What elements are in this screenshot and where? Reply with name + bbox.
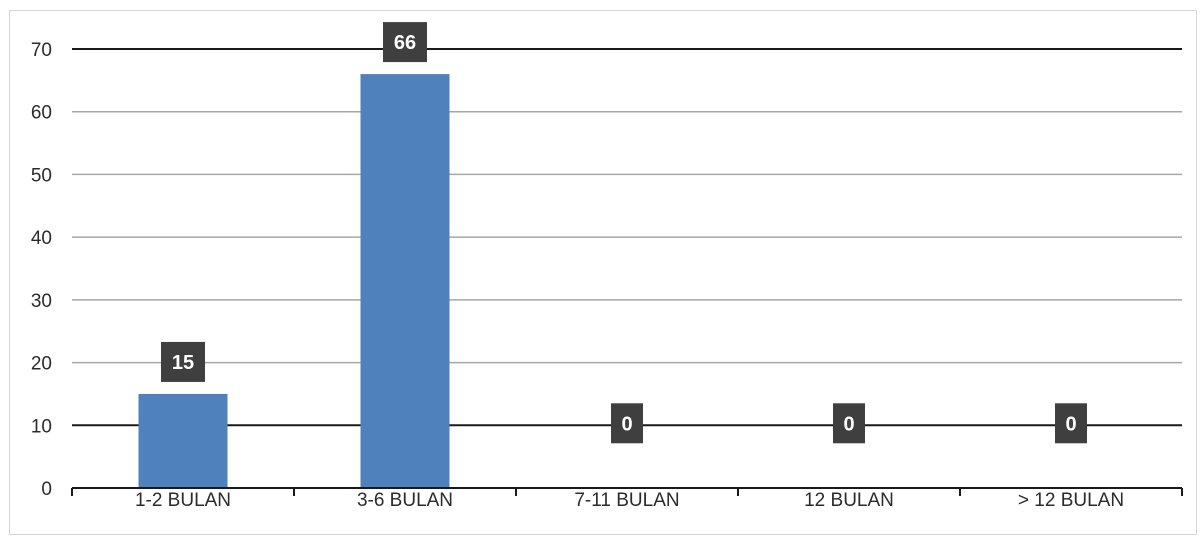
bar-1-2 BULAN xyxy=(138,393,228,488)
data-label-text: 66 xyxy=(394,32,416,54)
data-label-text: 15 xyxy=(172,352,194,374)
y-tick-label: 30 xyxy=(31,291,52,312)
data-label: 0 xyxy=(611,403,643,444)
x-tick-label: 12 BULAN xyxy=(804,490,894,511)
x-tick-label: > 12 BULAN xyxy=(1018,490,1124,511)
data-label-text: 0 xyxy=(843,413,854,435)
data-label-box xyxy=(833,403,865,444)
data-label-box xyxy=(383,22,427,63)
data-label-text: 0 xyxy=(621,413,632,435)
data-label-box xyxy=(161,341,205,382)
y-tick-label: 60 xyxy=(31,103,52,124)
data-label-box xyxy=(1055,403,1087,444)
data-label: 0 xyxy=(1055,403,1087,444)
y-tick-label: 0 xyxy=(41,479,52,500)
y-tick-label: 50 xyxy=(31,165,52,186)
data-label-box xyxy=(611,403,643,444)
x-tick-label: 7-11 BULAN xyxy=(574,490,679,511)
x-tick-label: 1-2 BULAN xyxy=(135,490,231,511)
gridlines xyxy=(72,48,1182,427)
x-axis: 1-2 BULAN 3-6 BULAN 7-11 BULAN 12 BULAN > 12… xyxy=(71,487,1183,511)
data-label: 66 xyxy=(383,22,427,63)
data-label: 0 xyxy=(833,403,865,444)
data-labels: 15 66 0 0 0 xyxy=(161,22,1087,444)
data-label: 15 xyxy=(161,341,205,382)
bar-3-6 BULAN xyxy=(360,74,450,488)
y-tick-label: 40 xyxy=(31,228,52,249)
y-tick-label: 20 xyxy=(31,354,52,375)
x-tick-label: 3-6 BULAN xyxy=(357,490,453,511)
data-label-text: 0 xyxy=(1065,413,1076,435)
y-tick-label: 70 xyxy=(31,40,52,61)
y-axis: 0 10 20 30 40 50 60 70 xyxy=(31,40,52,500)
bars xyxy=(138,74,450,488)
y-tick-label: 10 xyxy=(31,416,52,437)
